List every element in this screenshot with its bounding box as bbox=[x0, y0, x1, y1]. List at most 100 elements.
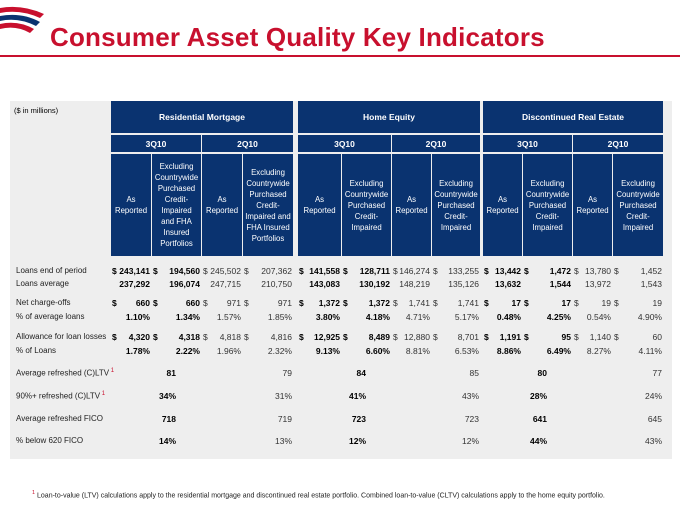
table-cell: 718 bbox=[161, 414, 176, 424]
units-label: ($ in millions) bbox=[14, 106, 59, 115]
period-header: 3Q10 bbox=[298, 135, 391, 152]
dollar-sign: $ bbox=[433, 332, 438, 342]
table-cell: 5.17% bbox=[454, 312, 479, 322]
table-cell: 4,816 bbox=[270, 332, 292, 342]
col-header-excluding: Excluding Countrywide Purchased Credit-I… bbox=[342, 154, 391, 256]
table-cell: 81 bbox=[166, 368, 176, 378]
group-header: Residential Mortgage bbox=[111, 101, 293, 133]
dollar-sign: $ bbox=[203, 266, 208, 276]
table-cell: 148,219 bbox=[399, 279, 430, 289]
dollar-sign: $ bbox=[393, 266, 398, 276]
table-cell: 4.25% bbox=[546, 312, 571, 322]
dollar-sign: $ bbox=[574, 266, 579, 276]
table-cell: 1,191 bbox=[499, 332, 521, 342]
table-cell: 0.54% bbox=[586, 312, 611, 322]
table-cell: 660 bbox=[185, 298, 200, 308]
col-header-as-reported: As Reported bbox=[111, 154, 151, 256]
col-header-excluding: Excluding Countrywide Purchased Credit-I… bbox=[613, 154, 663, 256]
table-cell: 4.11% bbox=[638, 346, 662, 356]
table-cell: 130,192 bbox=[359, 279, 390, 289]
table-cell: 77 bbox=[652, 368, 662, 378]
group-header: Discontinued Real Estate bbox=[483, 101, 663, 133]
table-cell: 8,701 bbox=[457, 332, 479, 342]
table-cell: 4.18% bbox=[365, 312, 390, 322]
table-cell: 135,126 bbox=[448, 279, 479, 289]
table-cell: 8.86% bbox=[496, 346, 521, 356]
table-cell: 2.22% bbox=[175, 346, 200, 356]
col-header-as-reported: As Reported bbox=[202, 154, 242, 256]
table-cell: 79 bbox=[282, 368, 292, 378]
table-cell: 243,141 bbox=[119, 266, 150, 276]
dollar-sign: $ bbox=[574, 298, 579, 308]
table-cell: 641 bbox=[532, 414, 547, 424]
table-cell: 645 bbox=[647, 414, 662, 424]
period-header: 2Q10 bbox=[202, 135, 293, 152]
col-header-as-reported: As Reported bbox=[483, 154, 522, 256]
table-cell: 13,780 bbox=[585, 266, 611, 276]
table-cell: 143,083 bbox=[309, 279, 340, 289]
footnote: 1 Loan-to-value (LTV) calculations apply… bbox=[32, 490, 605, 500]
dollar-sign: $ bbox=[203, 298, 208, 308]
table-cell: 1,372 bbox=[318, 298, 340, 308]
table-cell: 31% bbox=[274, 391, 292, 401]
dollar-sign: $ bbox=[112, 332, 117, 342]
table-cell: 128,711 bbox=[359, 266, 390, 276]
table-cell: 4.90% bbox=[637, 312, 662, 322]
table-cell: 1,543 bbox=[640, 279, 662, 289]
table-cell: 9.13% bbox=[315, 346, 340, 356]
table-cell: 1,741 bbox=[408, 298, 430, 308]
table-cell: 41% bbox=[348, 391, 366, 401]
footnote-marker: 1 bbox=[100, 391, 106, 397]
table-cell: 80 bbox=[537, 368, 547, 378]
dollar-sign: $ bbox=[433, 298, 438, 308]
col-header-as-reported: As Reported bbox=[392, 154, 431, 256]
table-cell: 723 bbox=[351, 414, 366, 424]
table-cell: 2.32% bbox=[267, 346, 292, 356]
table-cell: 17 bbox=[561, 298, 571, 308]
table-cell: 1,372 bbox=[368, 298, 390, 308]
bank-logo-icon bbox=[0, 6, 44, 33]
table-cell: 4,320 bbox=[128, 332, 150, 342]
col-header-as-reported: As Reported bbox=[298, 154, 341, 256]
table-cell: 1,452 bbox=[640, 266, 662, 276]
table-cell: 1,140 bbox=[589, 332, 611, 342]
table-cell: 1.96% bbox=[216, 346, 241, 356]
table-cell: 971 bbox=[277, 298, 292, 308]
table-cell: 971 bbox=[226, 298, 241, 308]
page-title: Consumer Asset Quality Key Indicators bbox=[50, 22, 545, 52]
table-cell: 146,274 bbox=[399, 266, 430, 276]
dollar-sign: $ bbox=[614, 332, 619, 342]
table-cell: 1.57% bbox=[216, 312, 241, 322]
table-cell: 24% bbox=[644, 391, 662, 401]
dollar-sign: $ bbox=[153, 298, 158, 308]
table-cell: 237,292 bbox=[119, 279, 150, 289]
dollar-sign: $ bbox=[203, 332, 208, 342]
period-header: 3Q10 bbox=[111, 135, 201, 152]
table-cell: 8.27% bbox=[586, 346, 611, 356]
table-cell: 14% bbox=[158, 436, 176, 446]
period-header: 3Q10 bbox=[483, 135, 572, 152]
row-label: 90%+ refreshed (C)LTV 1 bbox=[16, 391, 106, 401]
dollar-sign: $ bbox=[244, 266, 249, 276]
table-cell: 12,925 bbox=[314, 332, 340, 342]
col-header-excluding: Excluding Countrywide Purchased Credit-I… bbox=[243, 154, 293, 256]
dollar-sign: $ bbox=[299, 298, 304, 308]
table-cell: 13% bbox=[274, 436, 292, 446]
table-cell: 43% bbox=[644, 436, 662, 446]
dollar-sign: $ bbox=[112, 266, 117, 276]
table-cell: 44% bbox=[529, 436, 547, 446]
dollar-sign: $ bbox=[393, 298, 398, 308]
table-cell: 95 bbox=[561, 332, 571, 342]
table-cell: 43% bbox=[461, 391, 479, 401]
dollar-sign: $ bbox=[484, 266, 489, 276]
dollar-sign: $ bbox=[244, 298, 249, 308]
table-cell: 1,544 bbox=[549, 279, 571, 289]
row-label: Net charge-offs bbox=[16, 298, 71, 307]
table-cell: 12% bbox=[461, 436, 479, 446]
dollar-sign: $ bbox=[153, 332, 158, 342]
dollar-sign: $ bbox=[244, 332, 249, 342]
dollar-sign: $ bbox=[299, 332, 304, 342]
dollar-sign: $ bbox=[614, 266, 619, 276]
table-cell: 19 bbox=[601, 298, 611, 308]
title-divider bbox=[0, 55, 680, 57]
